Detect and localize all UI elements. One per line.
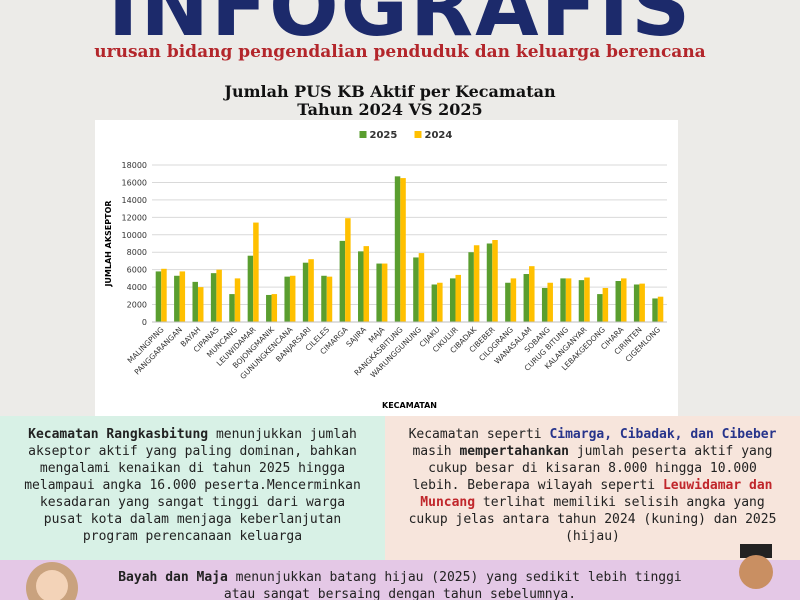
y-tick-label: 12000 [122,213,147,222]
bar [234,278,241,322]
bar [541,287,548,322]
bar [529,266,535,322]
avatar-right [739,544,773,589]
bar [289,275,296,322]
avatar-face [739,555,773,589]
bar [652,298,658,322]
bar [523,274,530,322]
bar [363,246,370,322]
bar [358,251,364,322]
legend-label: 2024 [425,130,453,141]
y-tick-label: 16000 [122,178,147,187]
bar [216,269,222,322]
bar [418,253,425,322]
y-tick-label: 8000 [127,248,147,257]
bar [486,243,493,322]
bar [376,263,382,322]
bar [155,271,162,322]
text: terlihat memiliki selisih angka yang cuk… [408,495,777,544]
bar [321,275,327,322]
y-tick-label: 18000 [122,161,147,170]
note-panel: Bayah dan Maja menunjukkan batang hijau … [0,560,800,600]
bar [413,257,419,322]
avatar-cap [740,544,772,558]
text: masih [412,444,460,459]
bar [308,259,314,322]
bar [639,283,645,322]
bar [449,278,456,322]
bar [381,263,388,322]
bar [326,276,333,322]
bar [210,273,217,322]
y-tick-label: 6000 [127,266,147,275]
bar [229,294,235,322]
legend-swatch [359,131,367,138]
bar [302,262,309,322]
bar [505,282,511,322]
highlight: Bayah dan Maja [118,570,228,585]
bar [394,176,401,322]
bar [339,240,346,322]
bar [615,281,622,322]
bar [565,278,572,322]
bar [584,277,590,322]
bar [621,278,627,322]
bar [468,252,474,322]
bar [179,271,186,322]
y-axis-label: JUMLAH AKSEPTOR [104,200,113,287]
bar [602,287,609,322]
y-tick-label: 2000 [127,301,147,310]
text: jumlah peserta aktif yang cukup besar di… [412,444,773,493]
note-panel: Kecamatan seperti Cimarga, Cibadak, dan … [385,416,800,560]
bar [345,218,351,322]
bar [247,255,254,322]
y-tick-label: 0 [142,318,147,327]
bar [161,268,167,322]
bar [492,240,498,322]
text: menunjukkan jumlah akseptor aktif yang p… [24,427,361,544]
note-panel: Kecamatan Rangkasbitung menunjukkan juml… [0,416,385,560]
bar [560,278,566,322]
bar [597,294,603,322]
highlight: Cimarga, Cibadak, dan Cibeber [549,427,777,442]
bar [547,282,553,322]
bar [253,222,259,322]
legend-label: 2025 [370,130,398,141]
bar [578,280,585,322]
y-tick-label: 10000 [122,231,147,240]
bar [174,275,180,322]
highlight: mempertahankan [459,444,570,459]
subtitle: urusan bidang pengendalian penduduk dan … [94,42,706,62]
y-tick-label: 14000 [122,196,147,205]
bar [400,178,406,322]
legend-swatch [414,131,422,138]
chart-title-line: Jumlah PUS KB Aktif per Kecamatan [224,82,556,101]
text: Kecamatan seperti [408,427,550,442]
highlight: Leuwidamar dan Muncang [420,478,773,510]
bar [657,296,664,322]
chart-title-line: Tahun 2024 VS 2025 [297,100,483,119]
bar [197,287,204,322]
bar [192,281,198,322]
bar [284,276,290,322]
text: menunjukkan batang hijau (2025) yang sed… [223,570,682,600]
bar [473,245,480,322]
x-axis-label: KECAMATAN [382,401,437,410]
avatar-face [36,570,68,600]
bar [431,284,438,322]
headline: INFOGRAFIS [107,0,693,55]
y-tick-label: 4000 [127,283,147,292]
bar [455,274,461,322]
highlight: Kecamatan Rangkasbitung [28,427,209,442]
bar [266,294,272,322]
avatar-left [26,562,78,600]
bar [437,282,443,322]
bar [510,278,517,322]
bar [271,294,278,322]
chart-title: Jumlah PUS KB Aktif per Kecamatan Tahun … [95,83,685,119]
bar [633,284,640,322]
chart: 0 2000 4000 6000 8000 10000 12000 14000 16000 180… [95,120,678,416]
